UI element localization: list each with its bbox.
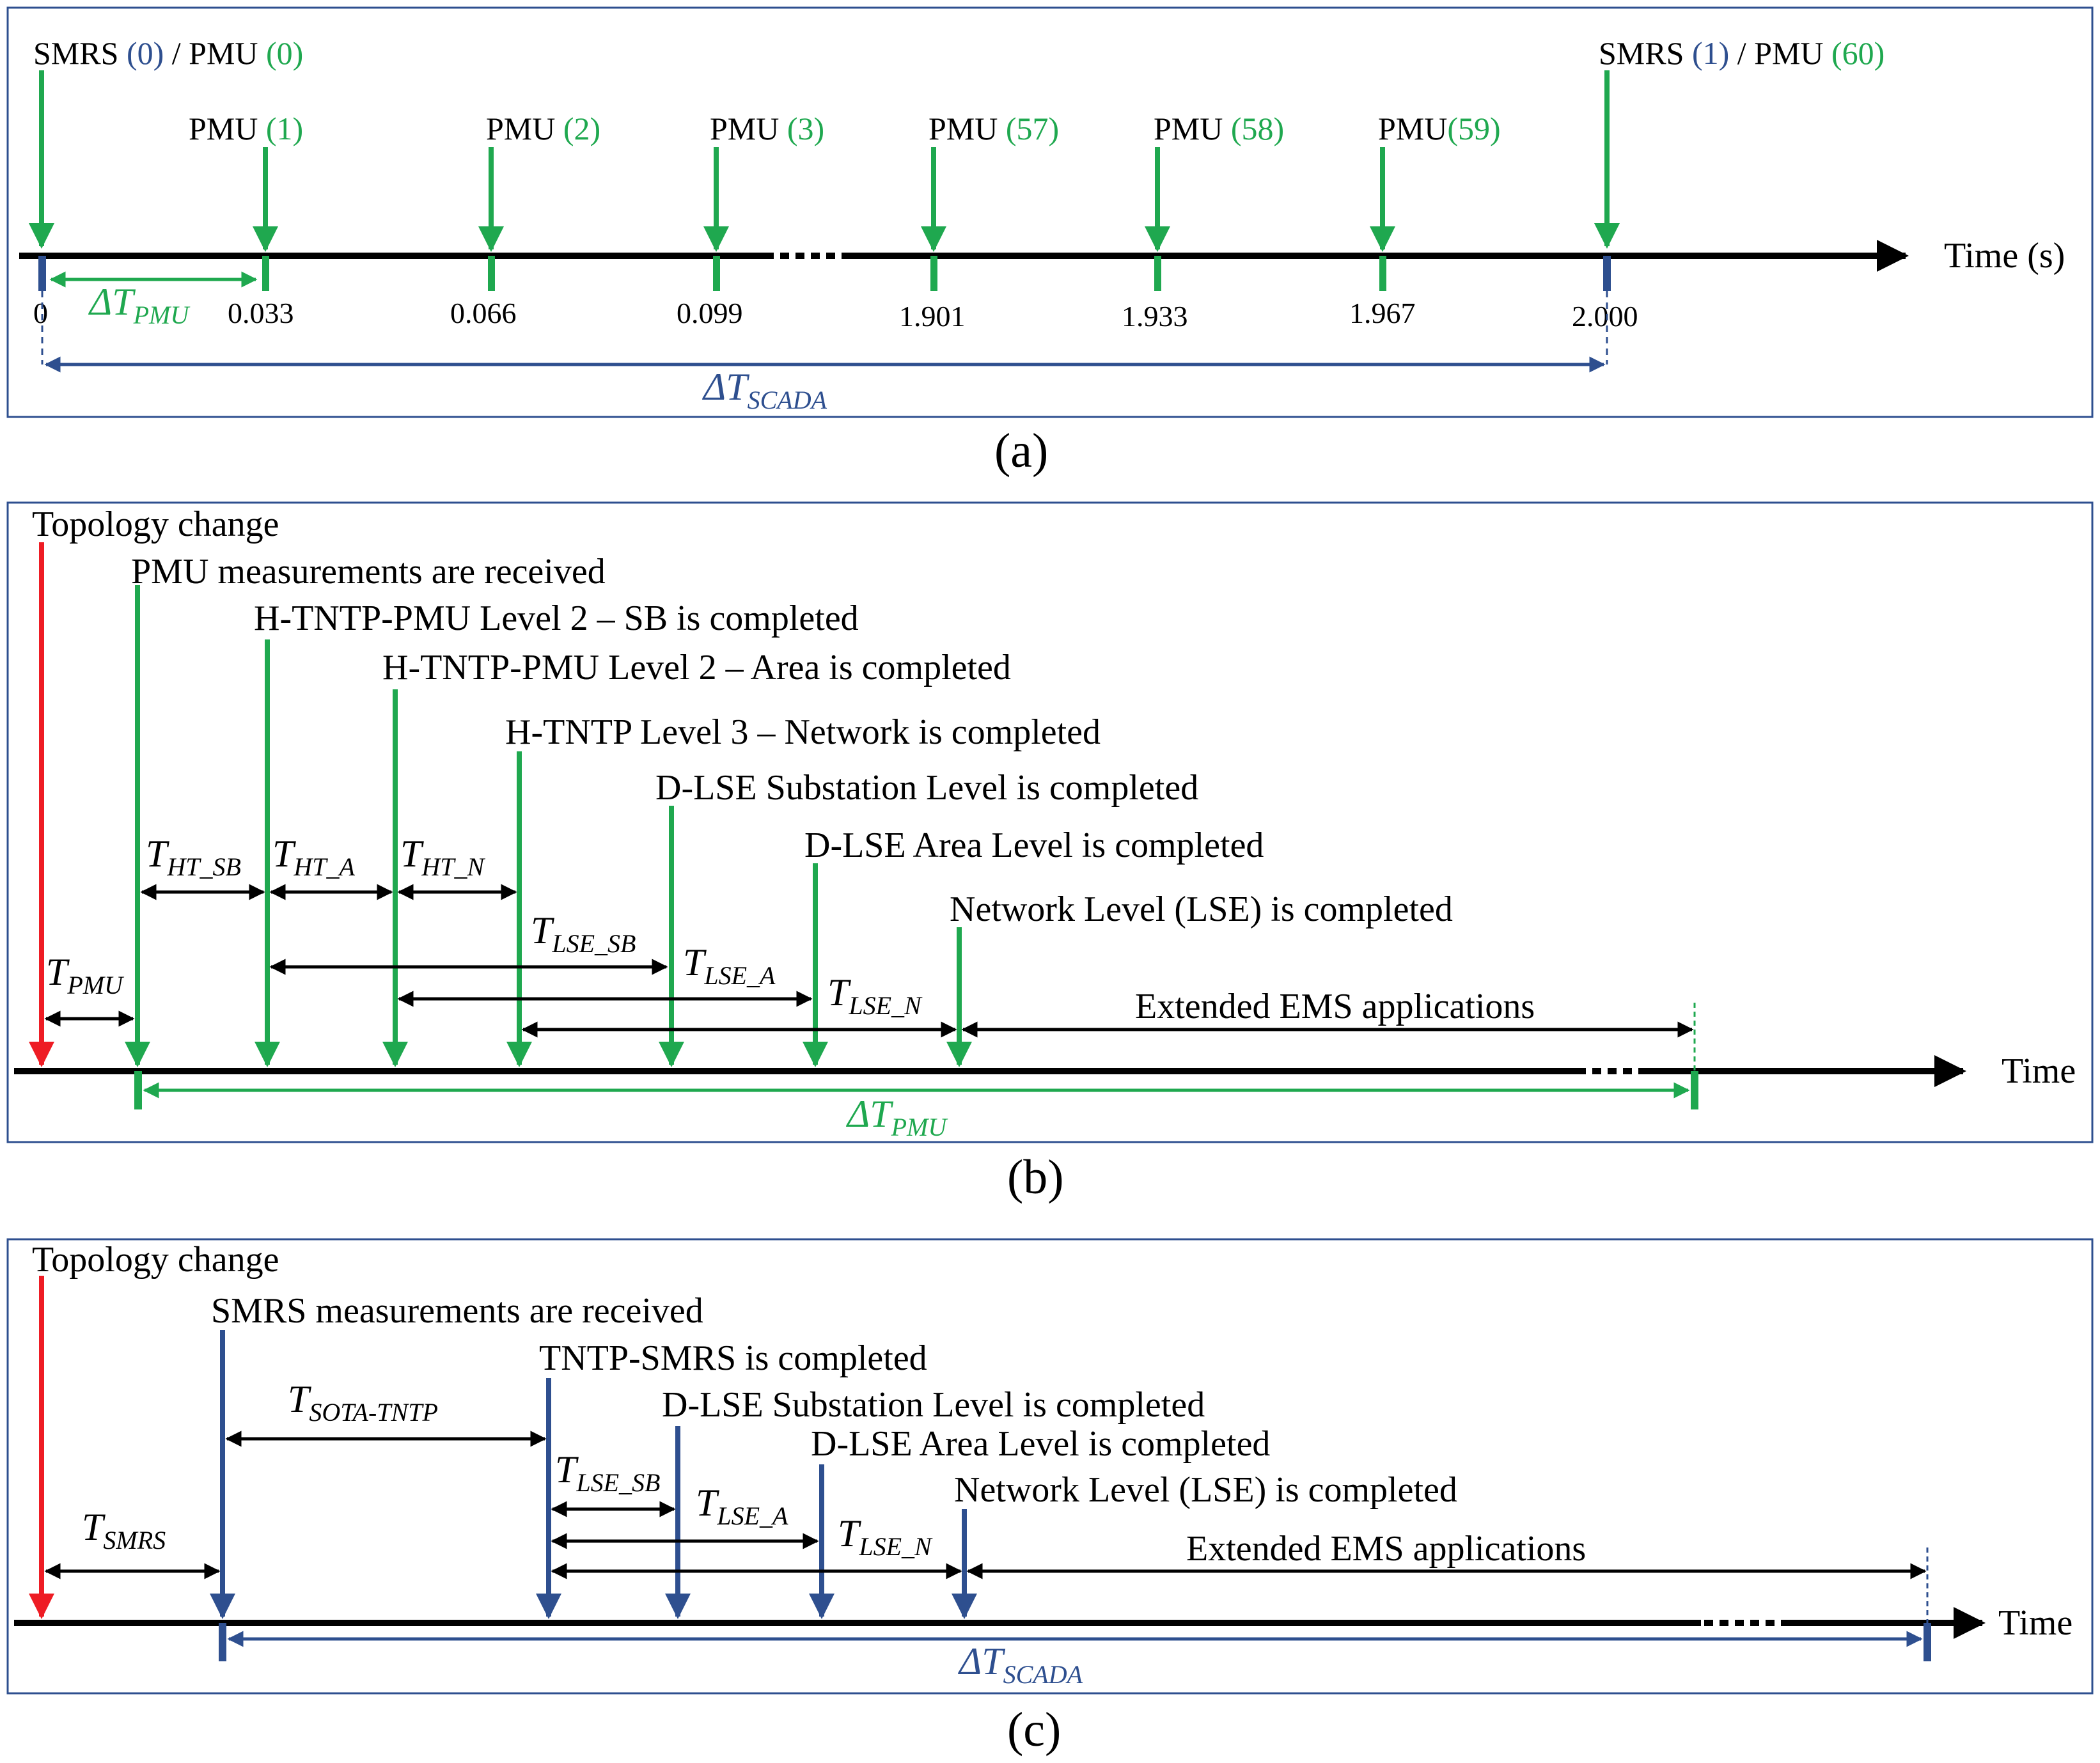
event-network-lse: Network Level (LSE) is completed [950, 889, 1453, 929]
event-htntp-network: H-TNTP Level 3 – Network is completed [505, 712, 1101, 752]
tick-label-6: 1.967 [1349, 297, 1416, 329]
tick-mark-0 [38, 256, 46, 291]
tick-label-2: 0.066 [450, 297, 517, 329]
event-htntp-sb: H-TNTP-PMU Level 2 – SB is completed [254, 599, 859, 638]
delta-pmu-end-tick [1691, 1071, 1698, 1109]
interval-lse-sb-label: TLSE_SB [555, 1448, 661, 1497]
ems-label: Extended EMS applications [1186, 1529, 1586, 1569]
panel-c-frame [6, 1238, 2094, 1695]
panel-a: Time (s) SMRS (0) / PMU (0) SMRS (1) / P… [6, 6, 2094, 478]
pmu-arrow-1: PMU (1) [189, 111, 303, 291]
pmu-label-59: PMU(59) [1378, 111, 1501, 146]
panel-b-axis-label: Time [2002, 1051, 2076, 1091]
panel-b-delta-label: ΔTPMU [846, 1093, 948, 1141]
pmu-arrow-3: PMU (3) [703, 111, 824, 291]
event-htntp-area: H-TNTP-PMU Level 2 – Area is completed [382, 648, 1011, 687]
delta-pmu-label: ΔTPMU [88, 281, 191, 329]
delta-scada-start-tick [219, 1623, 226, 1661]
pmu-label-2: PMU (2) [486, 111, 600, 146]
panel-c-axis-label: Time [1998, 1603, 2073, 1643]
tick-label-4: 1.901 [899, 300, 966, 333]
delta-scada-end-tick [1924, 1623, 1931, 1661]
event-pmu-received: PMU measurements are received [131, 552, 606, 592]
interval-lse-n-label: TLSE_N [838, 1512, 933, 1561]
event-dlse-area: D-LSE Area Level is completed [804, 826, 1264, 865]
interval-pmu-label: TPMU [46, 951, 125, 999]
panel-c-caption: (c) [1007, 1703, 1061, 1757]
pmu-arrow-58: PMU (58) [1145, 111, 1284, 291]
interval-sota-tntp-label: TSOTA-TNTP [288, 1378, 438, 1427]
event-topology-change: Topology change [32, 505, 279, 544]
delta-scada-label: ΔTSCADA [702, 366, 827, 414]
tick-label-1: 0.033 [228, 297, 294, 329]
interval-lse-a-label: TLSE_A [696, 1482, 788, 1530]
tick-mark-end [1603, 256, 1611, 291]
tick-label-0: 0 [33, 297, 48, 329]
pmu-label-57: PMU (57) [929, 111, 1059, 146]
event-dlse-area: D-LSE Area Level is completed [811, 1424, 1270, 1464]
event-network-lse: Network Level (LSE) is completed [954, 1470, 1457, 1510]
tick-label-7: 2.000 [1572, 300, 1638, 333]
panel-a-axis-label: Time (s) [1944, 236, 2065, 276]
pmu-label-58: PMU (58) [1154, 111, 1284, 146]
pmu-label-1: PMU (1) [189, 111, 303, 146]
pmu-arrow-2: PMU (2) [478, 111, 600, 291]
panel-b-caption: (b) [1007, 1150, 1064, 1204]
pmu-arrow-57: PMU (57) [921, 111, 1059, 291]
event-topology-change: Topology change [32, 1240, 279, 1280]
smrs-start-label: SMRS (0) / PMU (0) [33, 35, 303, 71]
interval-ht-sb-label: THT_SB [146, 833, 241, 881]
tick-label-5: 1.933 [1122, 300, 1188, 333]
delta-pmu-start-tick [134, 1071, 142, 1109]
interval-lse-n-label: TLSE_N [827, 971, 923, 1020]
interval-lse-a-label: TLSE_A [683, 941, 776, 990]
ems-label: Extended EMS applications [1135, 987, 1535, 1026]
interval-lse-sb-label: TLSE_SB [531, 909, 636, 958]
event-smrs-received: SMRS measurements are received [211, 1291, 703, 1331]
panel-a-caption: (a) [994, 424, 1048, 478]
interval-smrs-label: TSMRS [82, 1506, 166, 1555]
panel-c: Time Topology change SMRS measurements a… [6, 1238, 2094, 1757]
smrs-end-label: SMRS (1) / PMU (60) [1599, 35, 1885, 71]
interval-ht-a-label: THT_A [272, 833, 356, 881]
event-dlse-substation: D-LSE Substation Level is completed [655, 768, 1198, 808]
interval-ht-n-label: THT_N [400, 833, 486, 881]
pmu-label-3: PMU (3) [710, 111, 824, 146]
event-dlse-substation: D-LSE Substation Level is completed [662, 1385, 1205, 1425]
pmu-arrow-59: PMU(59) [1370, 111, 1501, 291]
panel-b-frame [6, 501, 2094, 1143]
panel-a-frame [6, 6, 2094, 418]
panel-b: Time Topology change PMU measurements ar… [6, 501, 2094, 1204]
panel-c-delta-label: ΔTSCADA [958, 1640, 1083, 1689]
event-tntp-smrs: TNTP-SMRS is completed [539, 1338, 927, 1378]
tick-label-3: 0.099 [677, 297, 743, 329]
